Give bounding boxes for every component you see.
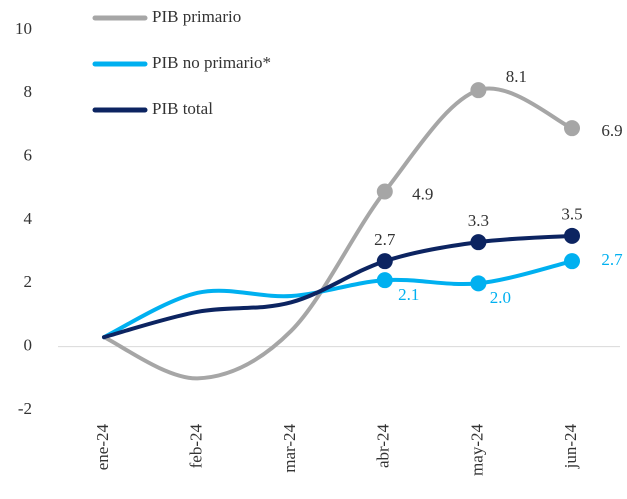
data-label: 8.1: [506, 67, 527, 86]
marker: [564, 120, 580, 137]
legend-label: PIB total: [152, 99, 213, 118]
y-tick-label: 2: [24, 272, 33, 291]
marker: [470, 82, 487, 99]
data-label: 2.1: [398, 285, 419, 304]
y-tick-label: 0: [24, 336, 33, 355]
x-tick-label: may-24: [467, 424, 486, 476]
marker: [470, 275, 487, 292]
y-tick-label: -2: [18, 399, 32, 418]
x-tick-label: mar-24: [280, 424, 299, 473]
legend-label: PIB no primario*: [152, 53, 271, 72]
x-tick-label: feb-24: [187, 424, 206, 469]
data-label: 4.9: [412, 184, 433, 203]
series-line: [102, 233, 574, 340]
marker: [376, 253, 393, 270]
marker: [376, 272, 393, 289]
data-label: 3.3: [468, 211, 489, 230]
y-tick-label: 10: [15, 19, 32, 38]
x-tick-label: jun-24: [561, 424, 580, 470]
legend-label: PIB primario: [152, 7, 241, 26]
data-label: 2.7: [601, 250, 623, 269]
y-tick-label: 6: [24, 146, 33, 165]
y-tick-label: 4: [24, 209, 33, 228]
data-label: 2.0: [490, 288, 511, 307]
data-label: 3.5: [561, 205, 582, 224]
marker: [564, 227, 580, 244]
data-label: 2.7: [374, 230, 396, 249]
marker: [376, 183, 393, 200]
x-tick-label: ene-24: [93, 424, 112, 471]
marker: [470, 234, 487, 251]
series-line: [102, 259, 574, 340]
data-label: 6.9: [601, 121, 622, 140]
marker: [564, 253, 580, 270]
y-tick-label: 8: [24, 82, 33, 101]
series-line: [102, 86, 574, 381]
x-tick-label: abr-24: [374, 424, 393, 469]
